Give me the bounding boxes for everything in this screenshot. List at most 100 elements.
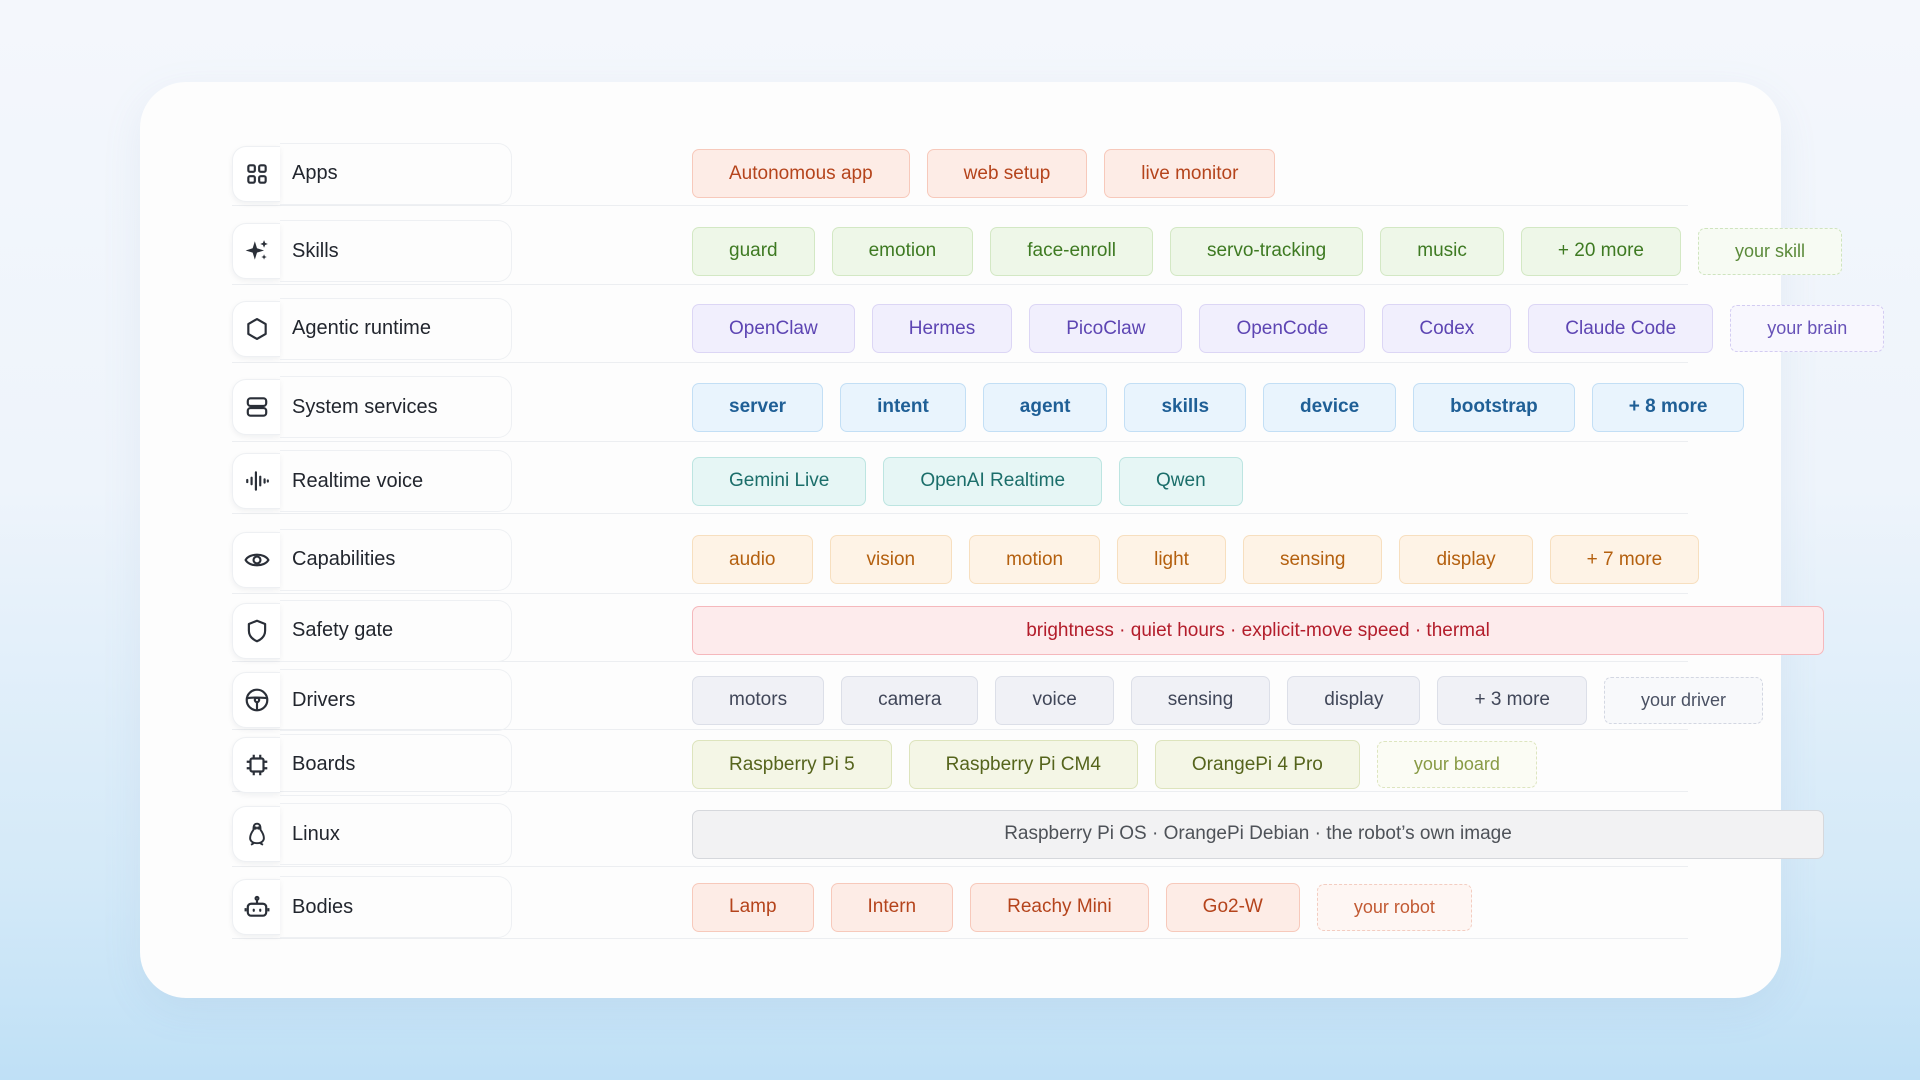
layer-label: Safety gate: [232, 599, 512, 662]
chip-list: Gemini Live OpenAI Realtime Qwen: [692, 449, 1243, 513]
layer-row-apps: Apps Autonomous app web setup live monitor: [232, 142, 1688, 206]
placeholder-chip-your-driver: your driver: [1603, 676, 1763, 724]
sparkle-icon: [232, 223, 280, 279]
chip-3-more: + 3 more: [1437, 675, 1587, 725]
chip-motors: motors: [692, 675, 825, 725]
layer-row-skills: Skills guard emotion face-enroll servo-track…: [232, 218, 1842, 285]
chip-intent: intent: [840, 382, 966, 432]
layer-label-text: Safety gate: [280, 599, 512, 662]
layer-row-system-services: System services server intent agent skills de…: [232, 373, 1745, 442]
layer-label: Bodies: [232, 876, 512, 938]
placeholder-chip-your-skill: your skill: [1697, 227, 1842, 275]
chip-icon: [232, 736, 280, 793]
chip-list: brightness · quiet hours · explicit-move…: [692, 600, 1824, 661]
layer-row-bodies: Bodies Lamp Intern Reachy Mini Go2-W your rob…: [232, 876, 1688, 939]
chip-server: server: [692, 382, 824, 432]
chip-device: device: [1263, 382, 1397, 432]
chip-raspberry-pi-5: Raspberry Pi 5: [692, 740, 892, 789]
chip-8-more: + 8 more: [1591, 382, 1745, 432]
chip-openai-realtime: OpenAI Realtime: [883, 456, 1103, 506]
layer-label: Boards: [232, 733, 512, 796]
chip-lamp: Lamp: [692, 882, 814, 932]
layer-label: Agentic runtime: [232, 295, 512, 362]
chip-list: guard emotion face-enroll servo-tracking mus…: [692, 218, 1842, 284]
chip-list: motors camera voice sensing display + 3 more y…: [692, 671, 1763, 729]
chip-sensing: sensing: [1130, 675, 1271, 725]
stack-card: Apps Autonomous app web setup live monitor S…: [140, 82, 1885, 998]
placeholder-chip-your-brain: your brain: [1730, 305, 1885, 352]
chip-openclaw: OpenClaw: [692, 304, 855, 353]
eye-icon: [232, 531, 280, 588]
chip-hermes: Hermes: [871, 304, 1013, 353]
chip-vision: vision: [829, 535, 953, 584]
layer-label-text: Linux: [280, 803, 512, 865]
chip-audio: audio: [692, 535, 813, 584]
chip-orangepi-4-pro: OrangePi 4 Pro: [1154, 740, 1360, 789]
chip-guard: guard: [692, 226, 815, 276]
chip-brightness-quiet-hours-explicit-move-speed-thermal: brightness · quiet hours · explicit-move…: [692, 606, 1824, 655]
server-icon: [232, 379, 280, 435]
chip-face-enroll: face-enroll: [990, 226, 1153, 276]
steering-wheel-icon: [232, 672, 280, 728]
chip-display: display: [1399, 535, 1533, 584]
placeholder-chip-your-board: your board: [1376, 741, 1537, 788]
chip-list: Raspberry Pi 5 Raspberry Pi CM4 OrangePi 4…: [692, 738, 1537, 791]
chip-voice: voice: [995, 675, 1114, 725]
chip-7-more: + 7 more: [1549, 535, 1700, 584]
chip-raspberry-pi-os-orangepi-debian-the-robot-s-own-image: Raspberry Pi OS · OrangePi Debian · the …: [692, 809, 1824, 859]
chip-list: Autonomous app web setup live monitor: [692, 142, 1276, 205]
layer-label: Realtime voice: [232, 449, 512, 513]
placeholder-chip-your-robot: your robot: [1316, 883, 1472, 931]
chip-light: light: [1117, 535, 1226, 584]
chip-list: audio vision motion light sensing display + 7 …: [692, 526, 1700, 593]
chip-sensing: sensing: [1242, 535, 1383, 584]
layer-label: Linux: [232, 802, 512, 866]
chip-claude-code: Claude Code: [1528, 304, 1714, 353]
layer-row-linux: Linux Raspberry Pi OS · OrangePi Debian ·…: [232, 802, 1824, 867]
layer-row-safety-gate: Safety gate brightness · quiet hours · ex…: [232, 599, 1824, 662]
layer-label-text: Drivers: [280, 669, 512, 731]
shield-icon: [232, 602, 280, 659]
layer-label-text: Agentic runtime: [280, 297, 512, 360]
layer-label-text: Apps: [280, 142, 512, 205]
chip-autonomous-app: Autonomous app: [692, 149, 910, 198]
layer-label-text: Skills: [280, 220, 512, 282]
chip-opencode: OpenCode: [1199, 304, 1366, 353]
layer-label-text: Boards: [280, 733, 512, 796]
robot-icon: [232, 879, 280, 935]
audio-wave-icon: [232, 453, 280, 509]
chip-bootstrap: bootstrap: [1413, 382, 1575, 432]
linux-penguin-icon: [232, 806, 280, 862]
chip-agent: agent: [982, 382, 1108, 432]
chip-list: server intent agent skills device bootstrap + …: [692, 373, 1745, 441]
layer-label: System services: [232, 373, 512, 441]
layer-label-text: Realtime voice: [280, 450, 512, 512]
layer-row-drivers: Drivers motors camera voice sensing display + …: [232, 669, 1763, 731]
chip-live-monitor: live monitor: [1104, 149, 1276, 198]
hexagon-icon: [232, 300, 280, 357]
layer-label-text: Capabilities: [280, 528, 512, 591]
layer-row-realtime-voice: Realtime voice Gemini Live OpenAI Realtime…: [232, 449, 1688, 514]
layer-row-boards: Boards Raspberry Pi 5 Raspberry Pi CM4 Oran…: [232, 733, 1688, 796]
layer-row-capabilities: Capabilities audio vision motion light sensin…: [232, 526, 1700, 594]
chip-list: Raspberry Pi OS · OrangePi Debian · the …: [692, 802, 1824, 866]
apps-grid-icon: [232, 145, 280, 202]
layer-label: Drivers: [232, 669, 512, 731]
chip-20-more: + 20 more: [1520, 226, 1681, 276]
chip-camera: camera: [841, 675, 979, 725]
layer-label: Skills: [232, 218, 512, 284]
chip-gemini-live: Gemini Live: [692, 456, 867, 506]
chip-emotion: emotion: [831, 226, 974, 276]
chip-list: Lamp Intern Reachy Mini Go2-W your robot: [692, 876, 1472, 938]
chip-intern: Intern: [830, 882, 954, 932]
layer-label-text: Bodies: [280, 876, 512, 938]
chip-web-setup: web setup: [926, 149, 1088, 198]
chip-picoclaw: PicoClaw: [1029, 304, 1183, 353]
chip-music: music: [1380, 226, 1504, 276]
chip-motion: motion: [969, 535, 1101, 584]
layer-label: Apps: [232, 142, 512, 205]
layer-label: Capabilities: [232, 526, 512, 593]
chip-qwen: Qwen: [1119, 456, 1243, 506]
layer-label-text: System services: [280, 376, 512, 438]
chip-servo-tracking: servo-tracking: [1169, 226, 1364, 276]
